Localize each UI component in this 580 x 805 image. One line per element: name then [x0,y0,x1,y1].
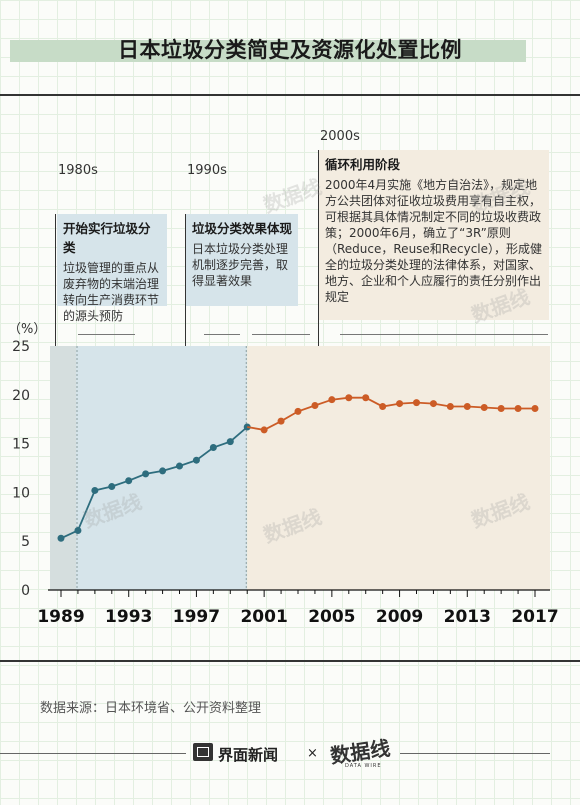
period-band [247,346,550,590]
data-point [91,486,99,494]
data-point [294,407,302,415]
data-point [57,534,65,542]
title-band [10,40,526,62]
data-point [159,467,167,475]
dash-3 [252,334,310,335]
brand-times: × [307,746,318,761]
x-tick-label: 2001 [240,607,287,627]
data-point [514,404,522,412]
jiemian-logo-icon [193,743,213,761]
data-point [108,483,116,491]
era-1980s-text: 垃圾管理的重点从废弃物的末端治理转向生产消费环节的源头预防 [63,261,160,323]
data-point [362,394,370,402]
x-tick-label: 2017 [511,607,558,627]
x-tick-label: 1997 [173,607,220,627]
y-tick-label: 10 [12,485,30,501]
x-tick-label: 2009 [376,607,423,627]
era-1990s-heading: 垃圾分类效果体现 [192,221,293,236]
era-2000s-box: 循环利用阶段 2000年4月实施《地方自治法》，规定地方公共团体对征收垃圾费用享… [319,150,549,320]
era-1990s-label: 1990s [187,163,227,178]
data-point [463,403,471,411]
y-tick-label: 15 [12,437,30,453]
data-point [480,403,488,411]
data-point [396,400,404,408]
era-1980s-box: 开始实行垃圾分类 垃圾管理的重点从废弃物的末端治理转向生产消费环节的源头预防 [57,214,167,323]
data-point [531,404,539,412]
y-tick-label: 5 [21,534,30,550]
data-point [142,470,150,478]
era-1980s-label: 1980s [58,163,98,178]
y-unit-label: （%） [8,322,47,337]
era-2000s-heading: 循环利用阶段 [325,157,401,172]
data-point [311,402,319,410]
x-tick-label: 2005 [308,607,355,627]
data-source: 数据来源：日本环境省、公开资料整理 [40,701,262,716]
era-2000s-line [318,150,319,346]
page-title: 日本垃圾分类简史及资源化处置比例 [118,38,462,62]
y-tick-label: 20 [12,388,30,404]
data-point [74,526,82,534]
period-band [50,346,76,590]
footer-rule-left [0,753,186,754]
data-point [192,456,200,464]
era-2000s-text: 2000年4月实施《地方自治法》，规定地方公共团体对征收垃圾费用享有自主权，可根… [325,178,543,304]
data-point [125,477,133,485]
top-divider [0,94,580,96]
data-point [379,403,387,411]
era-1980s-line [55,214,56,346]
data-point [328,396,336,404]
x-tick-label: 1989 [37,607,84,627]
dash-4 [340,334,548,335]
dash-2 [204,334,240,335]
y-tick-label: 25 [12,339,30,355]
data-point [209,444,217,452]
data-point [345,394,353,402]
data-point [413,399,420,407]
data-point [260,426,268,434]
x-tick-label: 1993 [105,607,152,627]
era-2000s-label: 2000s [320,129,360,144]
dash-1 [78,334,135,335]
y-tick-label: 0 [21,583,30,599]
data-point [429,400,437,408]
brand-datawire-sub: DATA WIRE [345,763,382,769]
x-tick-label: 2013 [444,607,491,627]
bottom-divider [0,660,580,662]
era-1980s-heading: 开始实行垃圾分类 [63,221,151,255]
era-1990s-box: 垃圾分类效果体现 日本垃圾分类处理机制逐步完善，取得显著效果 [186,214,298,306]
brand-jiemian: 界面新闻 [218,746,279,764]
footer-rule-right [400,753,550,754]
data-point [176,462,183,470]
era-1990s-text: 日本垃圾分类处理机制逐步完善，取得显著效果 [192,242,289,288]
data-point [446,403,454,411]
data-point [226,438,234,446]
data-point [277,417,285,425]
data-point [497,404,505,412]
era-1990s-line [185,214,186,346]
recycling-rate-chart: 0 5 10 15 20 25 1989 1993 1997 2001 2005 2009 2013 20… [12,339,558,627]
